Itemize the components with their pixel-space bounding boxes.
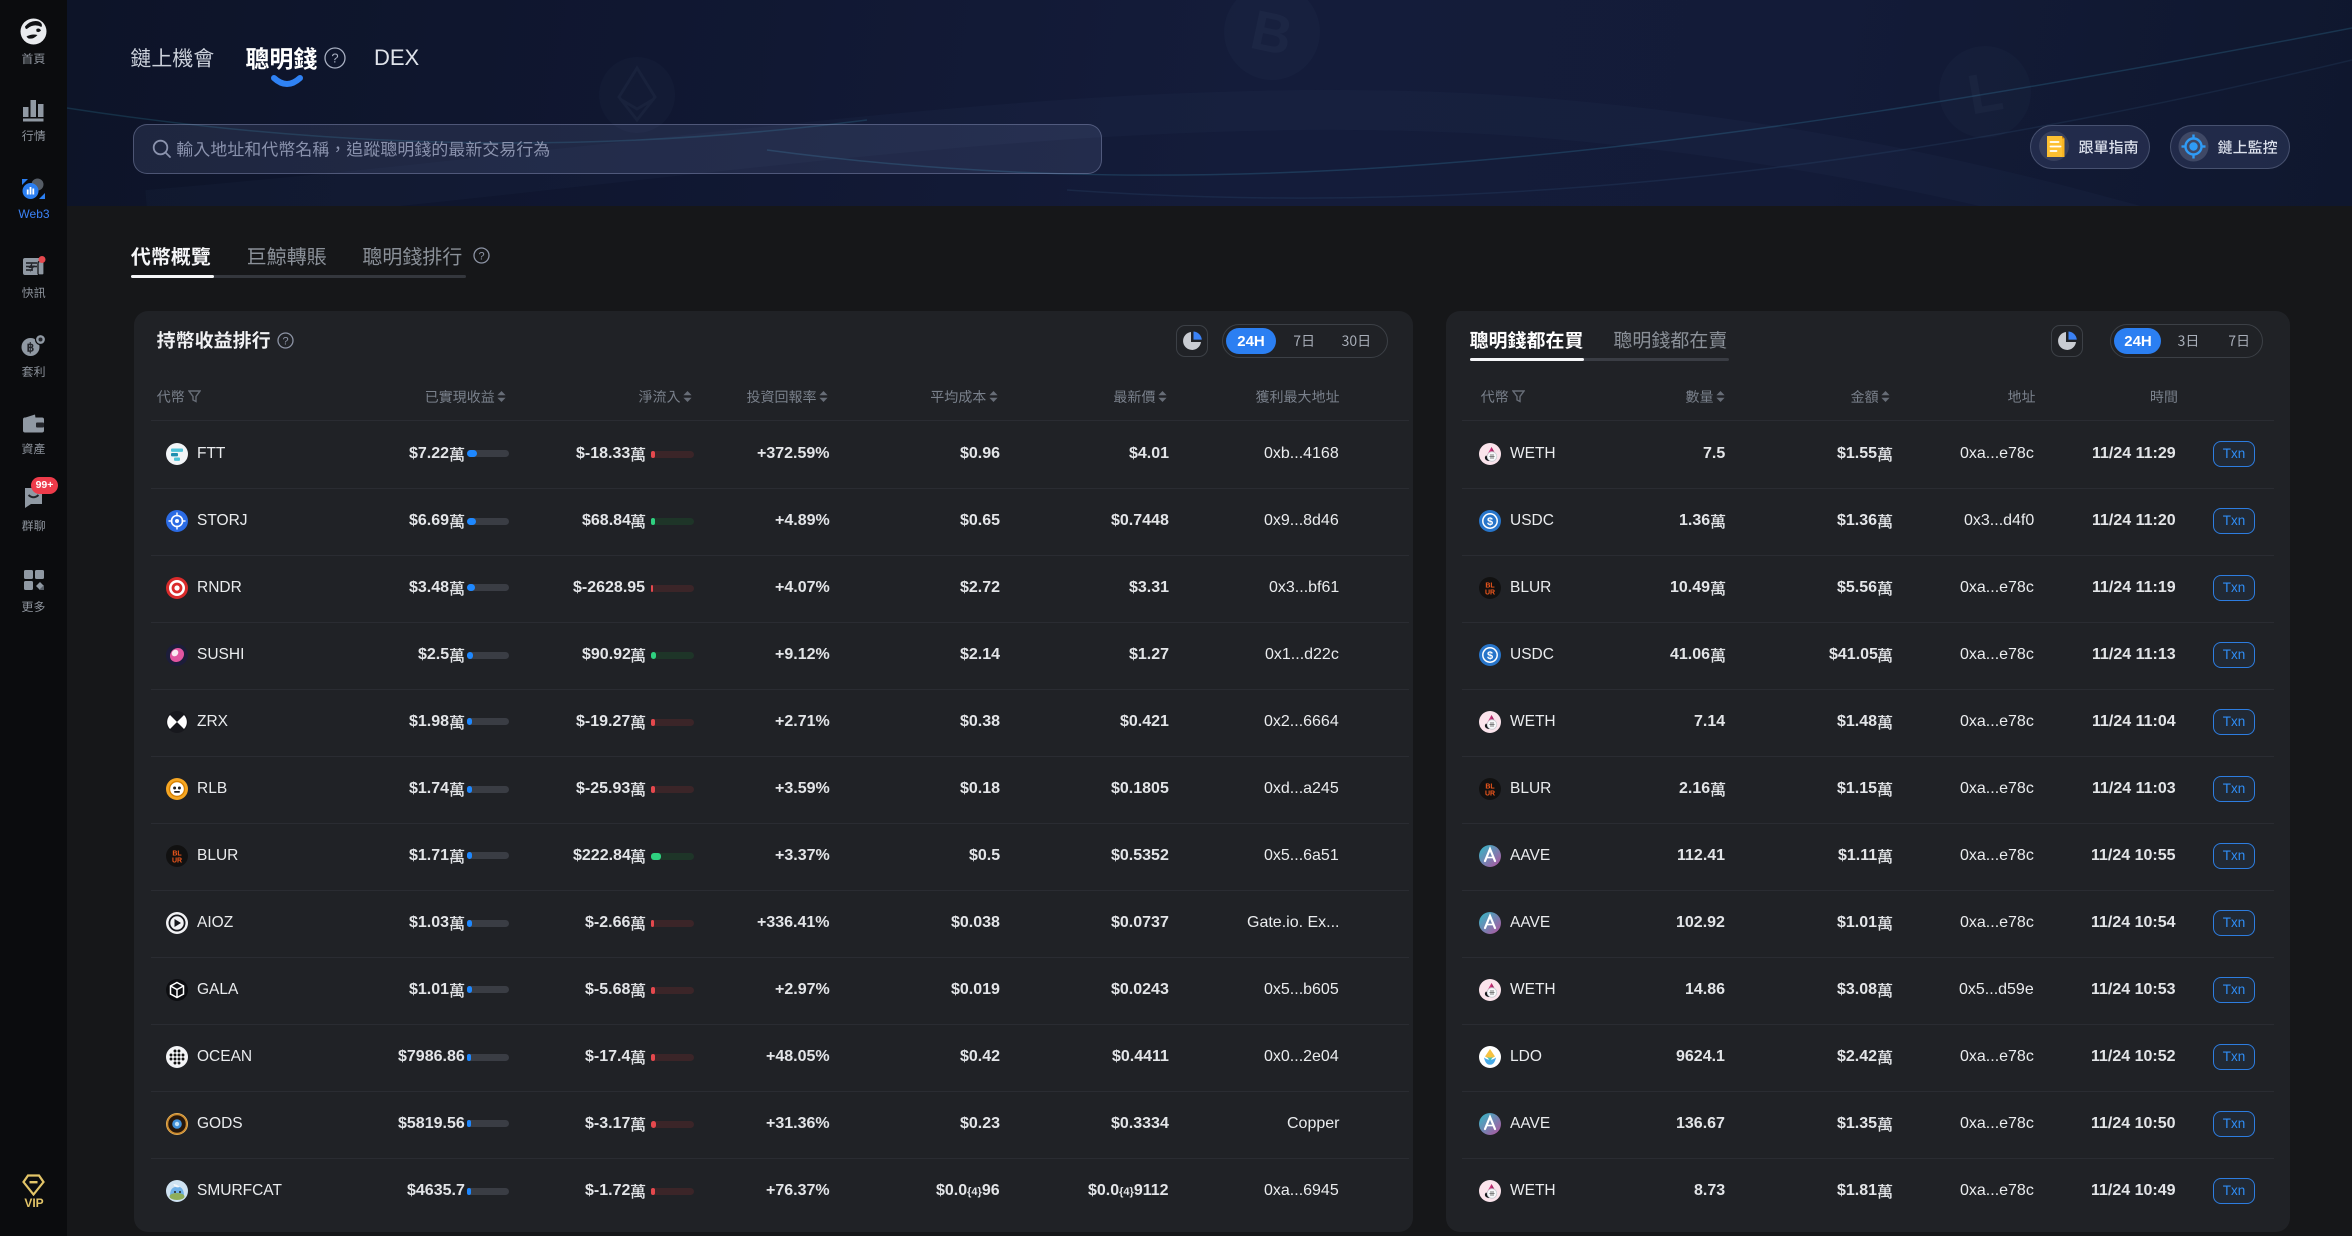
svg-text:?: ? (478, 250, 484, 262)
svg-text:$: $ (1487, 650, 1493, 662)
svg-text:BL: BL (1485, 583, 1495, 590)
svg-text:?: ? (331, 51, 338, 66)
svg-text:?: ? (282, 335, 288, 347)
svg-text:UR: UR (1485, 791, 1495, 798)
svg-text:$: $ (1487, 516, 1493, 528)
svg-text:UR: UR (1485, 590, 1495, 597)
svg-text:UR: UR (172, 858, 182, 865)
svg-text:BL: BL (1485, 784, 1495, 791)
svg-text:฿: ฿ (27, 341, 35, 355)
svg-text:BL: BL (172, 851, 182, 858)
